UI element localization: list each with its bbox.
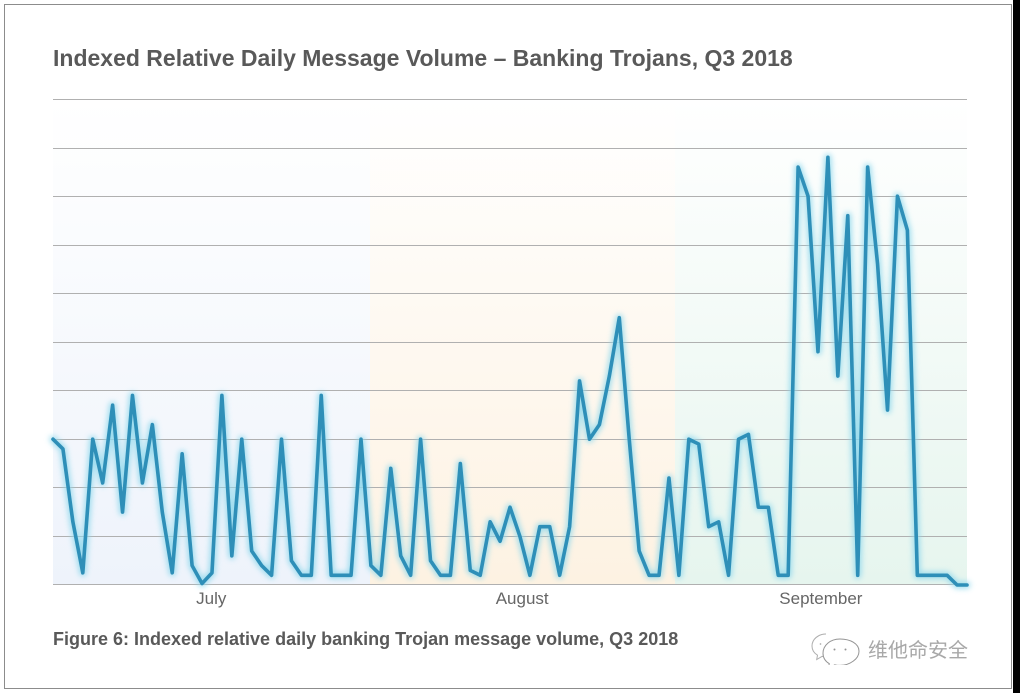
svg-text:维他命安全: 维他命安全	[868, 639, 968, 662]
